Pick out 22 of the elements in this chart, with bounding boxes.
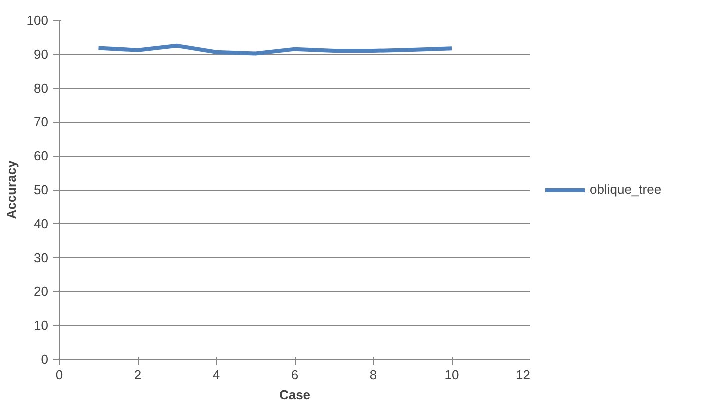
y-tick-label: 60: [34, 148, 49, 164]
legend-label: oblique_tree: [590, 182, 662, 197]
x-tick-label: 4: [212, 368, 220, 382]
y-tick-label: 80: [34, 80, 49, 96]
y-tick-label: 0: [41, 352, 49, 367]
x-tick-label: 12: [516, 368, 531, 382]
y-tick-label: 10: [34, 318, 49, 334]
y-tick-label: 40: [34, 216, 49, 232]
y-axis-title: Accuracy: [4, 160, 19, 220]
y-tick-label: 70: [34, 114, 49, 130]
x-tick-label: 8: [370, 368, 378, 382]
x-axis-title: Case: [279, 388, 311, 402]
x-tick-label: 0: [56, 368, 64, 382]
y-tick-label: 90: [34, 46, 49, 62]
x-tick-label: 10: [444, 368, 460, 382]
y-tick-label: 100: [26, 13, 49, 28]
y-tick-label: 50: [34, 182, 49, 198]
x-tick-label: 2: [134, 368, 142, 382]
x-tick-label: 6: [291, 368, 299, 382]
y-tick-label: 20: [34, 284, 49, 300]
line-series: [96, 44, 454, 56]
y-tick-label: 30: [34, 250, 49, 266]
